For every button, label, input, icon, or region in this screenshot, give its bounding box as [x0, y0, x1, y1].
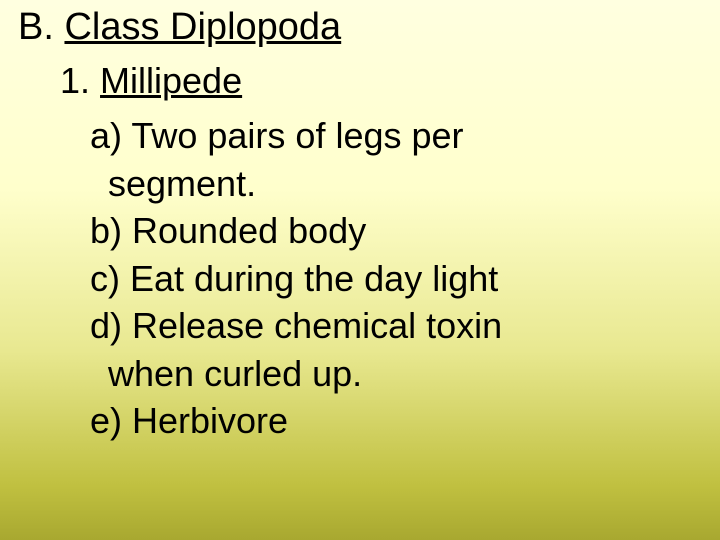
item-list: a) Two pairs of legs per segment. b) Rou…: [90, 112, 650, 445]
subheading-title: Millipede: [100, 60, 242, 101]
list-item: b) Rounded body: [90, 207, 650, 255]
list-item: e) Herbivore: [90, 397, 650, 445]
heading-label: B.: [18, 6, 64, 48]
slide: B. Class Diplopoda 1. Millipede a) Two p…: [0, 0, 720, 540]
list-item-cont: segment.: [90, 160, 650, 208]
heading: B. Class Diplopoda: [18, 6, 341, 49]
list-item: d) Release chemical toxin: [90, 302, 650, 350]
list-item-cont: when curled up.: [90, 350, 650, 398]
heading-title: Class Diplopoda: [64, 6, 341, 48]
list-item: c) Eat during the day light: [90, 255, 650, 303]
list-item: a) Two pairs of legs per: [90, 112, 650, 160]
subheading-label: 1.: [60, 60, 100, 101]
subheading: 1. Millipede: [60, 60, 242, 102]
